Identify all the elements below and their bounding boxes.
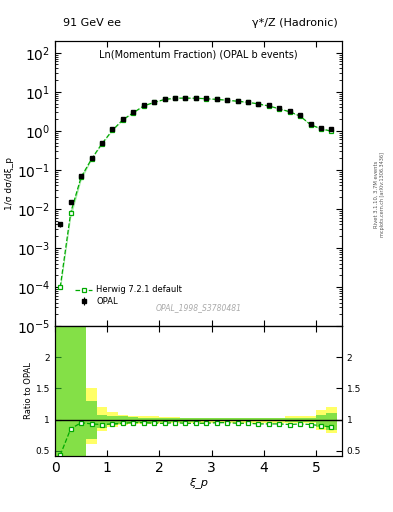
Herwig 7.2.1 default xyxy=(131,110,136,116)
Herwig 7.2.1 default xyxy=(162,96,167,102)
Text: 91 GeV ee: 91 GeV ee xyxy=(63,18,121,28)
Herwig 7.2.1 default xyxy=(308,122,313,128)
Herwig 7.2.1 default xyxy=(152,99,156,105)
Herwig 7.2.1 default xyxy=(298,113,303,119)
Text: Rivet 3.1.10, 3.7M events: Rivet 3.1.10, 3.7M events xyxy=(374,161,379,228)
Herwig 7.2.1 default xyxy=(329,128,334,134)
Herwig 7.2.1 default xyxy=(99,141,104,147)
Herwig 7.2.1 default xyxy=(277,105,282,112)
Herwig 7.2.1 default xyxy=(204,96,209,102)
Herwig 7.2.1 default xyxy=(173,95,177,101)
Text: OPAL_1998_S3780481: OPAL_1998_S3780481 xyxy=(156,303,241,312)
Y-axis label: Ratio to OPAL: Ratio to OPAL xyxy=(24,362,33,419)
Herwig 7.2.1 default xyxy=(225,97,230,103)
Herwig 7.2.1 default xyxy=(141,103,146,109)
Herwig 7.2.1 default xyxy=(79,174,83,180)
Y-axis label: 1/σ dσ/dξ_p: 1/σ dσ/dξ_p xyxy=(5,157,14,210)
Herwig 7.2.1 default xyxy=(287,109,292,115)
Herwig 7.2.1 default xyxy=(193,95,198,101)
Herwig 7.2.1 default xyxy=(214,96,219,102)
Herwig 7.2.1 default xyxy=(68,209,73,216)
Herwig 7.2.1 default xyxy=(319,125,323,132)
Herwig 7.2.1 default xyxy=(256,101,261,107)
Herwig 7.2.1 default xyxy=(58,284,62,290)
Legend: Herwig 7.2.1 default, OPAL: Herwig 7.2.1 default, OPAL xyxy=(73,284,184,308)
Herwig 7.2.1 default xyxy=(235,98,240,104)
Herwig 7.2.1 default xyxy=(183,95,188,101)
Line: Herwig 7.2.1 default: Herwig 7.2.1 default xyxy=(58,96,334,289)
X-axis label: ξ_p: ξ_p xyxy=(189,477,208,488)
Herwig 7.2.1 default xyxy=(89,156,94,162)
Herwig 7.2.1 default xyxy=(110,127,115,134)
Herwig 7.2.1 default xyxy=(246,99,250,105)
Text: γ*/Z (Hadronic): γ*/Z (Hadronic) xyxy=(252,18,338,28)
Herwig 7.2.1 default xyxy=(266,103,271,109)
Text: mcplots.cern.ch [arXiv:1306.3436]: mcplots.cern.ch [arXiv:1306.3436] xyxy=(380,152,385,237)
Text: Ln(Momentum Fraction) (OPAL b events): Ln(Momentum Fraction) (OPAL b events) xyxy=(99,50,298,59)
Herwig 7.2.1 default xyxy=(121,117,125,123)
